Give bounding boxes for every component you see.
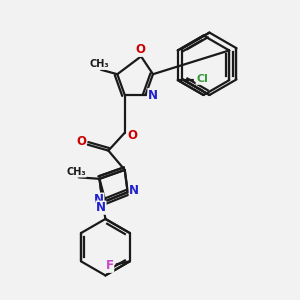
Text: CH₃: CH₃ <box>90 59 109 69</box>
Text: N: N <box>94 193 104 206</box>
Text: N: N <box>148 88 158 101</box>
Text: O: O <box>127 129 137 142</box>
Text: CH₃: CH₃ <box>67 167 86 177</box>
Text: O: O <box>76 135 86 148</box>
Text: F: F <box>106 259 114 272</box>
Text: Cl: Cl <box>196 74 208 84</box>
Text: N: N <box>96 201 106 214</box>
Text: N: N <box>129 184 139 197</box>
Text: O: O <box>136 43 146 56</box>
